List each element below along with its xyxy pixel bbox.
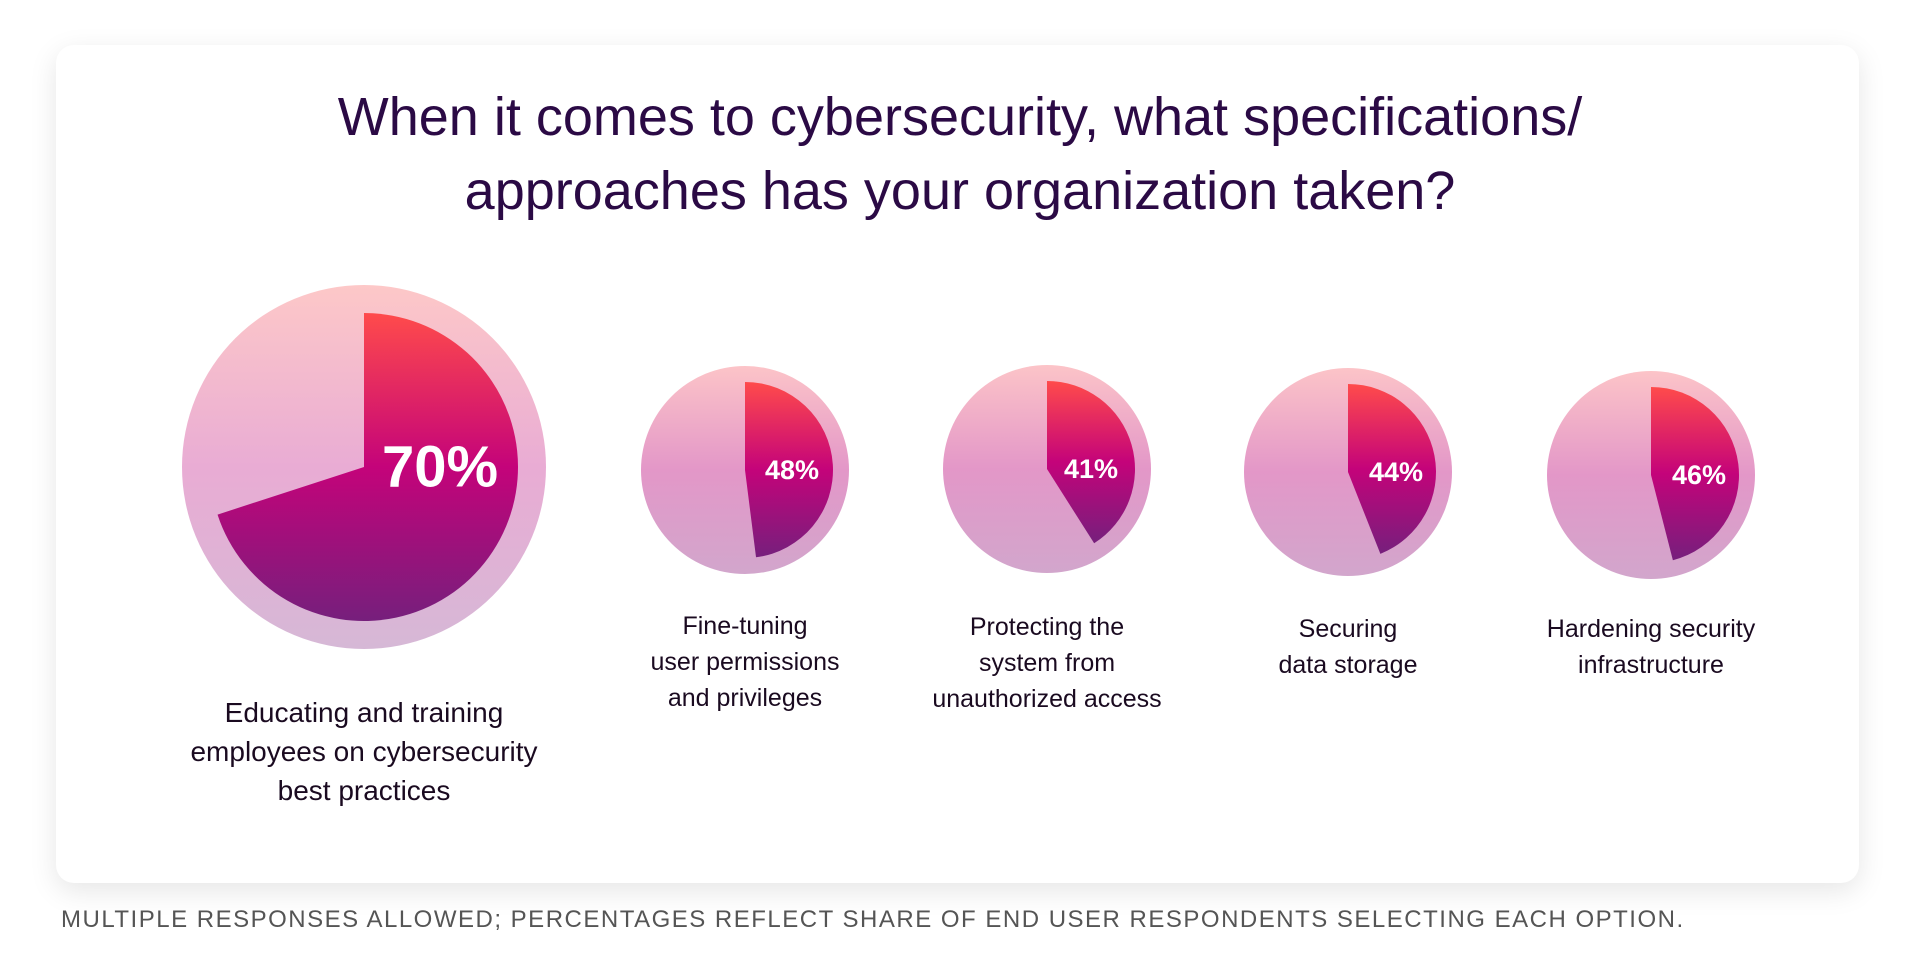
category-label: Fine-tuning user permissions and privilege… xyxy=(651,608,840,716)
footnote: MULTIPLE RESPONSES ALLOWED; PERCENTAGES … xyxy=(61,906,1685,933)
category-label: Protecting the system from unauthorized ac… xyxy=(932,609,1161,717)
category-label-line: Securing xyxy=(1298,615,1398,643)
category-label-line: Fine-tuning xyxy=(682,612,808,640)
category-label: Securing data storage xyxy=(1279,611,1418,683)
pie-slice xyxy=(1047,381,1135,544)
pie-slice xyxy=(1348,384,1436,554)
pie-value-label: 46% xyxy=(1672,460,1726,490)
category-label-line: Hardening security xyxy=(1546,615,1756,643)
category-label: Educating and training employees on cyber… xyxy=(190,693,537,810)
pie-slice xyxy=(745,382,834,558)
category-label-line: system from xyxy=(978,649,1116,677)
title-line-2: approaches has your organization taken? xyxy=(464,161,1456,221)
category-label-line: employees on cybersecurity xyxy=(190,736,538,767)
pie-value-label: 70% xyxy=(382,435,498,500)
category-label-line: user permissions xyxy=(650,648,840,676)
category-label-line: and privileges xyxy=(667,684,823,712)
pie-value-label: 41% xyxy=(1064,454,1118,484)
category-label-line: Protecting the xyxy=(969,613,1125,641)
chart-title: When it comes to cybersecurity, what spe… xyxy=(0,80,1920,228)
pie-value-label: 44% xyxy=(1369,457,1423,487)
category-label-line: infrastructure xyxy=(1578,651,1724,679)
pie-slice xyxy=(217,313,518,621)
pie-value-label: 48% xyxy=(765,455,819,485)
category-label-line: best practices xyxy=(277,775,451,806)
category-label-line: unauthorized access xyxy=(932,685,1162,713)
title-line-1: When it comes to cybersecurity, what spe… xyxy=(337,87,1583,147)
category-label: Hardening security infrastructure xyxy=(1547,611,1755,683)
pie-slice xyxy=(1651,387,1740,561)
category-label-line: Educating and training xyxy=(224,697,504,728)
category-label-line: data storage xyxy=(1278,651,1418,679)
